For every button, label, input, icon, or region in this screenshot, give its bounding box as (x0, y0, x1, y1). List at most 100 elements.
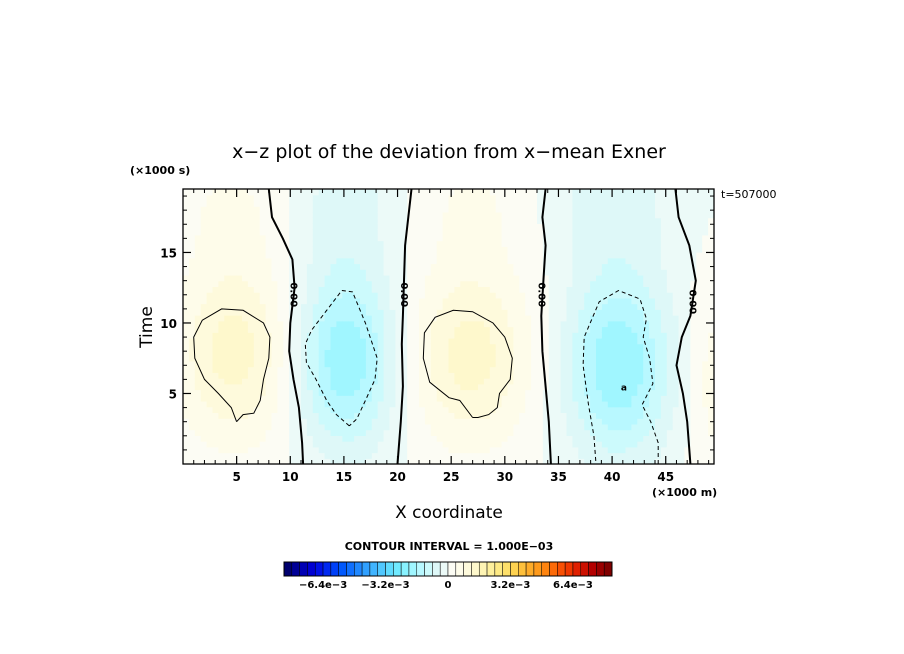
field-cell (613, 274, 621, 282)
field-cell (501, 326, 509, 333)
field-cell (194, 326, 202, 333)
field-cell (696, 452, 703, 459)
field-cell (419, 389, 426, 396)
field-cell (607, 446, 615, 454)
field-cell (212, 360, 219, 368)
field-cell (678, 240, 686, 247)
field-cell (454, 452, 461, 459)
field-cell (365, 406, 373, 414)
field-cell (507, 458, 514, 464)
field-cell (430, 320, 438, 328)
field-cell (354, 320, 361, 328)
field-cell (259, 360, 267, 368)
field-cell (684, 326, 691, 333)
field-cell (625, 211, 632, 219)
field-cell (289, 458, 296, 464)
field-cell (436, 280, 444, 287)
field-cell (277, 257, 284, 265)
field-cell (631, 246, 638, 253)
field-cell (460, 240, 467, 247)
field-cell (312, 366, 320, 373)
field-cell (436, 257, 444, 265)
field-cell (655, 320, 662, 328)
field-cell (637, 280, 644, 287)
field-cell (413, 280, 420, 287)
field-cell (478, 263, 485, 270)
field-cell (643, 223, 650, 230)
field-cell (690, 274, 697, 282)
field-cell (383, 292, 391, 299)
field-cell (678, 263, 686, 270)
field-cell (684, 263, 691, 270)
field-cell (312, 418, 320, 425)
field-cell (295, 269, 302, 276)
field-cell (560, 223, 568, 230)
field-cell (401, 315, 408, 322)
field-cell (224, 206, 231, 213)
field-cell (643, 194, 650, 202)
field-cell (224, 292, 231, 299)
field-cell (424, 412, 432, 419)
field-cell (560, 389, 568, 396)
field-cell (330, 418, 337, 425)
field-cell (200, 372, 208, 379)
field-cell (560, 252, 568, 259)
field-cell (607, 372, 615, 379)
field-cell (566, 286, 573, 293)
field-cell (295, 452, 302, 459)
field-cell (330, 280, 337, 287)
field-cell (206, 355, 214, 362)
field-cell (371, 349, 379, 356)
field-cell (413, 303, 420, 310)
field-cell (354, 343, 361, 351)
field-cell (206, 429, 214, 436)
field-cell (283, 194, 290, 202)
field-cell (342, 429, 349, 436)
field-cell (525, 418, 532, 425)
field-cell (360, 229, 367, 236)
field-cell (348, 458, 355, 464)
field-cell (460, 320, 467, 328)
field-cell (383, 441, 391, 448)
field-cell (183, 229, 190, 236)
field-cell (200, 366, 208, 373)
zero-contour-line (540, 189, 552, 464)
field-cell (566, 252, 573, 259)
field-cell (660, 263, 668, 270)
field-cell (330, 223, 337, 230)
field-cell (312, 320, 320, 328)
field-cell (513, 269, 520, 276)
field-cell (407, 211, 414, 219)
field-cell (537, 383, 544, 391)
field-cell (572, 366, 579, 373)
colorbar-swatch (283, 561, 293, 577)
field-cell (424, 206, 432, 213)
field-cell (513, 418, 520, 425)
field-cell (188, 320, 196, 328)
field-cell (295, 211, 302, 219)
field-cell (454, 332, 461, 339)
field-cell (188, 257, 196, 265)
field-cell (183, 458, 190, 464)
field-cell (601, 303, 609, 310)
field-cell (660, 297, 668, 305)
field-cell (448, 280, 455, 287)
field-cell (242, 189, 249, 196)
field-cell (419, 189, 426, 196)
field-cell (631, 395, 638, 402)
field-cell (501, 406, 509, 414)
field-cell (448, 441, 455, 448)
field-cell (678, 441, 686, 448)
field-cell (684, 217, 691, 224)
field-cell (607, 349, 615, 356)
field-cell (519, 435, 526, 442)
field-cell (377, 223, 385, 230)
field-cell (271, 246, 278, 253)
chart-title: x−z plot of the deviation from x−mean Ex… (232, 141, 666, 163)
field-cell (371, 446, 379, 454)
field-cell (655, 211, 662, 219)
field-cell (389, 229, 396, 236)
field-cell (625, 315, 632, 322)
field-cell (678, 257, 686, 265)
field-cell (430, 355, 438, 362)
